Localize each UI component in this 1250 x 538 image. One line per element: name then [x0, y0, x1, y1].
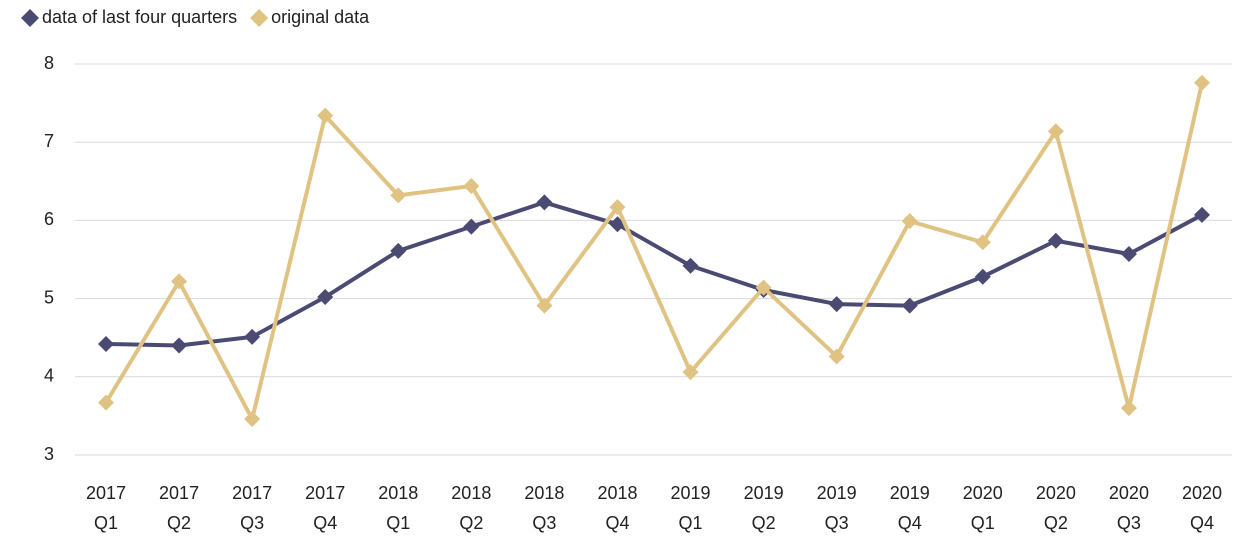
x-tick-label: 2017 Q3 [232, 483, 272, 533]
data-point [974, 268, 991, 285]
data-point [536, 194, 553, 211]
data-point [609, 199, 626, 216]
data-point [755, 279, 772, 296]
legend-label: original data [271, 7, 370, 27]
x-tick-label: 2018 Q4 [597, 483, 637, 533]
x-tick-label: 2017 Q1 [86, 483, 126, 533]
data-point [828, 296, 845, 313]
data-point [1194, 206, 1210, 223]
y-tick-label: 6 [44, 209, 54, 229]
x-tick-label: 2019 Q3 [817, 483, 857, 533]
data-point [98, 335, 114, 352]
data-point [974, 234, 991, 251]
x-tick-label: 2020 Q1 [963, 483, 1003, 533]
data-point [463, 177, 480, 194]
y-tick-label: 3 [44, 444, 54, 464]
data-point [171, 273, 188, 290]
legend-swatch [250, 9, 269, 27]
x-tick-label: 2019 Q4 [890, 483, 930, 533]
data-point [1120, 246, 1137, 263]
data-point [98, 394, 114, 411]
data-point [244, 328, 261, 345]
y-tick-label: 7 [44, 131, 54, 151]
data-point [901, 213, 918, 230]
x-tick-label: 2019 Q1 [671, 483, 711, 533]
data-point [682, 257, 699, 274]
x-tick-label: 2020 Q3 [1109, 483, 1149, 533]
data-point [1047, 123, 1064, 140]
x-tick-label: 2017 Q2 [159, 483, 199, 533]
data-point [536, 297, 553, 314]
legend-swatch [21, 9, 39, 27]
series-line [104, 82, 1204, 422]
y-tick-label: 8 [44, 53, 54, 73]
data-point [244, 411, 261, 428]
data-point [1047, 232, 1064, 249]
data-point [390, 187, 407, 204]
x-tick-label: 2018 Q3 [524, 483, 564, 533]
data-point [828, 348, 845, 365]
x-tick-label: 2018 Q1 [378, 483, 418, 533]
x-tick-label: 2019 Q2 [744, 483, 784, 533]
data-point [171, 337, 188, 354]
x-tick-label: 2017 Q4 [305, 483, 345, 533]
legend-label: data of last four quarters [42, 7, 237, 27]
data-point [1194, 74, 1210, 91]
data-point [463, 218, 480, 235]
y-tick-label: 4 [44, 366, 54, 386]
series-line [105, 200, 1203, 348]
data-point [317, 289, 334, 306]
data-point [901, 297, 918, 314]
data-point [317, 107, 334, 124]
x-tick-label: 2020 Q2 [1036, 483, 1076, 533]
x-tick-label: 2020 Q4 [1182, 483, 1222, 533]
data-point [1120, 400, 1137, 417]
x-tick-label: 2018 Q2 [451, 483, 491, 533]
data-point [682, 364, 699, 381]
y-tick-label: 5 [44, 287, 54, 307]
data-point [390, 242, 407, 259]
